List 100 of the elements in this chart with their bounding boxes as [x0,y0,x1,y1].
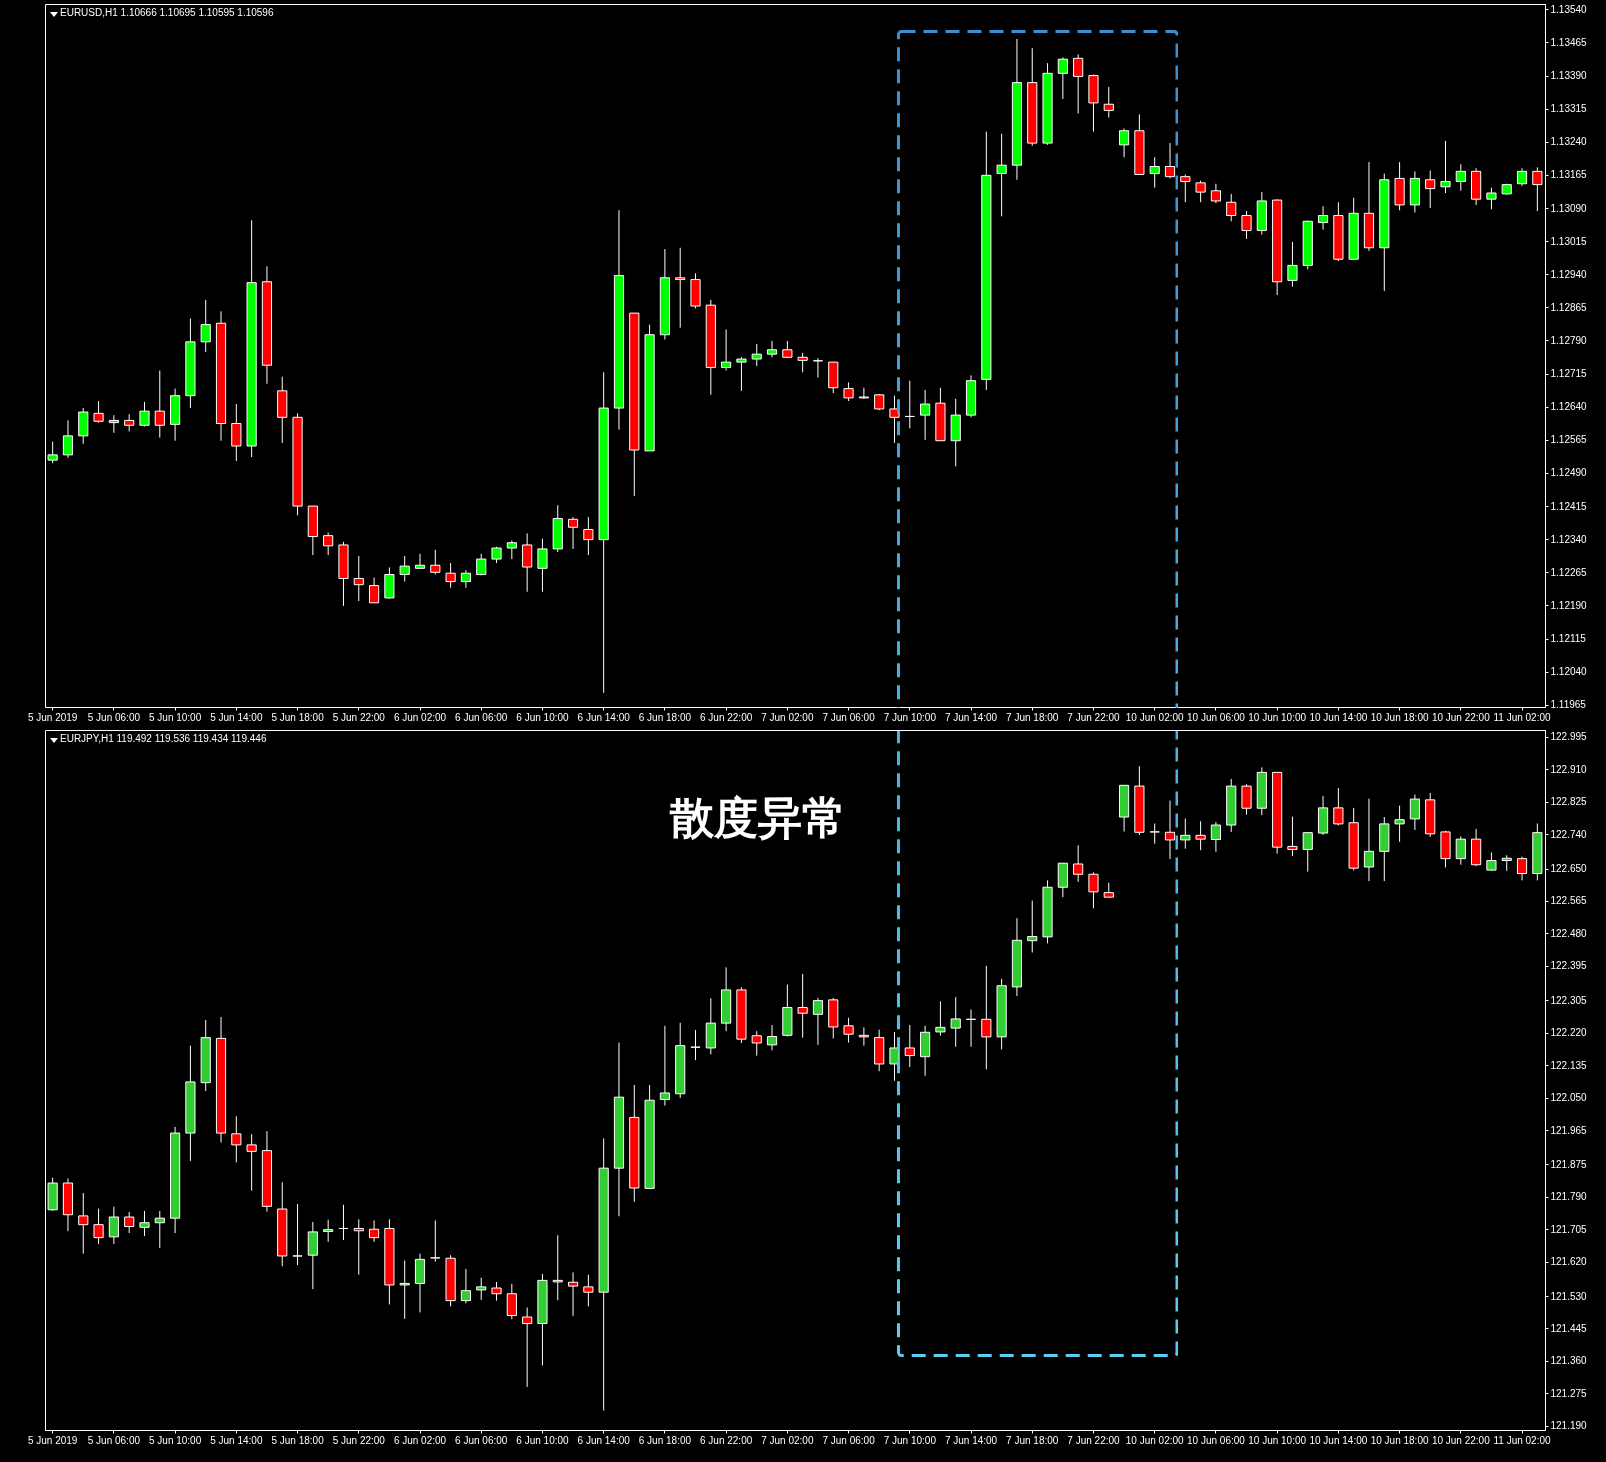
candlestick [1425,169,1436,209]
candlestick [1333,787,1344,826]
candlestick [1195,820,1206,851]
x-tick-label: 5 Jun 14:00 [210,711,263,723]
candlestick [445,562,456,589]
y-tick-label: 121.705 [1550,1223,1588,1235]
candlestick [246,1133,257,1192]
candlestick [1486,852,1497,872]
x-tick-label: 6 Jun 06:00 [455,1434,508,1446]
candlestick [935,1000,946,1037]
candlestick [904,1024,915,1068]
candlestick [78,407,89,445]
y-tick-label: 1.12565 [1550,434,1588,446]
x-tick-label: 6 Jun 06:00 [455,711,508,723]
candlestick [1057,56,1068,100]
x-tick-label: 7 Jun 14:00 [944,711,998,723]
candlestick [353,555,364,602]
x-tick-label: 6 Jun 18:00 [638,711,692,723]
candlestick [1210,821,1222,853]
candlestick [1394,805,1405,843]
candlestick [1302,832,1313,873]
x-tick-label: 7 Jun 02:00 [761,711,814,723]
x-tick-label: 5 Jun 2019 [27,711,78,723]
y-tick-label: 1.12640 [1550,401,1588,413]
candlestick [1088,871,1099,909]
candlestick [1409,794,1420,831]
candlestick [399,555,410,583]
x-tick-label: 10 Jun 18:00 [1370,711,1429,723]
x-tick-label: 7 Jun 14:00 [944,1434,998,1446]
candlestick [843,1017,854,1044]
candlestick [430,1219,441,1263]
candlestick [1241,783,1252,816]
y-tick-label: 122.910 [1550,763,1588,775]
y-tick-label: 122.395 [1550,960,1588,972]
candlestick [1149,156,1160,189]
candlestick [552,1234,563,1301]
candlestick [108,1206,119,1245]
x-tick-label: 10 Jun 02:00 [1125,711,1185,723]
y-tick-label: 122.220 [1550,1027,1588,1039]
x-tick-label: 5 Jun 06:00 [87,1434,141,1446]
y-tick-label: 1.12115 [1550,633,1587,645]
x-tick-label: 10 Jun 22:00 [1431,1434,1491,1446]
chart-title: EURJPY,H1 119.492 119.536 119.434 119.446 [60,733,267,744]
candlestick [1180,818,1191,850]
candlestick [858,1026,869,1047]
x-tick-label: 11 Jun 02:00 [1493,1434,1552,1446]
candlestick [1073,844,1084,883]
candlestick [950,996,961,1048]
candlestick [537,538,548,593]
x-tick-label: 10 Jun 06:00 [1187,711,1246,723]
x-tick-label: 7 Jun 22:00 [1067,1434,1121,1446]
x-tick-label: 6 Jun 14:00 [577,1434,631,1446]
candlestick [751,343,762,367]
candlestick [338,1204,349,1241]
x-tick-label: 11 Jun 02:00 [1493,711,1552,723]
candlestick [1164,800,1176,860]
y-tick-label: 121.965 [1550,1124,1588,1136]
y-tick-label: 1.13390 [1550,70,1588,82]
y-tick-label: 122.650 [1550,863,1588,875]
candlestick [1226,193,1237,222]
y-tick-label: 122.050 [1550,1092,1588,1104]
x-tick-label: 5 Jun 18:00 [271,711,325,723]
candlestick [1455,835,1466,866]
x-tick-label: 5 Jun 06:00 [87,711,141,723]
candlestick [124,1211,135,1234]
x-tick-label: 6 Jun 22:00 [699,1434,753,1446]
candlestick [139,401,150,428]
candlestick [675,247,686,329]
y-tick-label: 1.12940 [1550,268,1588,280]
candlestick [108,414,119,434]
y-tick-label: 121.190 [1550,1420,1588,1432]
y-tick-label: 122.995 [1550,731,1588,743]
candlestick [323,532,334,556]
candlestick [62,419,74,459]
candlestick [1532,166,1543,212]
candlestick [368,577,380,604]
candlestick [460,1268,472,1304]
candlestick [1287,241,1298,288]
candlestick [858,387,869,400]
candlestick [323,1219,334,1243]
candlestick [812,997,824,1046]
candlestick [384,566,395,600]
candlestick [231,403,242,462]
y-tick-label: 1.12340 [1550,533,1588,545]
candlestick [307,1221,318,1290]
y-tick-label: 122.565 [1550,895,1588,907]
x-tick-label: 5 Jun 10:00 [148,1434,202,1446]
candlestick [583,1274,594,1307]
x-tick-label: 10 Jun 06:00 [1187,1434,1246,1446]
candlestick [843,381,854,402]
y-tick-label: 122.740 [1550,828,1588,840]
x-tick-label: 7 Jun 18:00 [1006,711,1059,723]
x-tick-label: 7 Jun 10:00 [883,711,937,723]
y-tick-label: 1.13090 [1550,202,1588,214]
candlestick [292,1203,303,1266]
candlestick [583,516,594,556]
y-tick-label: 121.275 [1550,1387,1588,1399]
candlestick [1317,205,1329,231]
x-tick-label: 5 Jun 14:00 [210,1434,263,1446]
candlestick [78,1192,89,1255]
